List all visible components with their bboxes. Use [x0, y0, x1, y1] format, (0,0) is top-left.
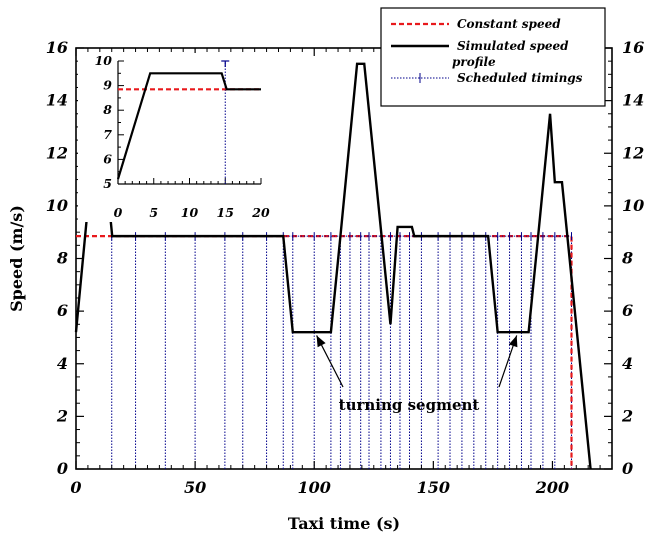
x-axis-title: Taxi time (s)	[288, 514, 400, 533]
x-tick-label: 0	[70, 478, 81, 497]
inset-background	[78, 53, 273, 222]
inset-x-tick-label: 10	[181, 205, 199, 220]
y-tick-label-right: 6	[622, 301, 633, 320]
x-tick-label: 150	[417, 478, 450, 497]
y-tick-label-right: 14	[622, 91, 644, 110]
y-tick-label-left: 4	[57, 354, 68, 373]
y-axis-title: Speed (m/s)	[7, 205, 26, 312]
simulated-speed-line	[74, 62, 592, 470]
annotation-group: turning segment	[316, 335, 518, 414]
legend-label: Simulated speed profile	[452, 39, 569, 69]
annotation-turning-segment: turning segment	[339, 396, 480, 414]
inset-x-tick-label: 15	[217, 205, 234, 220]
inset-y-tick-label: 9	[103, 78, 112, 93]
legend: Constant speed Simulated speed profile Sche…	[380, 7, 606, 107]
annotation-arrow-head	[316, 335, 326, 348]
x-tick-label: 200	[535, 478, 569, 497]
y-tick-label-left: 12	[46, 143, 68, 162]
annotation-arrow-head	[508, 335, 518, 348]
inset-x-tick-label: 0	[114, 205, 123, 220]
x-tick-label: 50	[184, 478, 206, 497]
y-tick-label-left: 8	[56, 249, 68, 268]
inset-y-tick-label: 6	[103, 151, 112, 166]
y-tick-label-left: 2	[56, 406, 68, 425]
inset-y-tick-label: 10	[95, 53, 113, 68]
x-tick-label: 100	[298, 478, 331, 497]
y-tick-label-left: 0	[57, 459, 68, 478]
inset-x-tick-label: 20	[251, 205, 270, 220]
y-tick-label-right: 4	[622, 354, 633, 373]
inset-x-tick-label: 5	[149, 205, 158, 220]
inset-simulated-speed-line	[116, 72, 261, 180]
legend-label: Scheduled timings	[457, 71, 583, 85]
y-tick-label-left: 10	[46, 196, 68, 215]
y-tick-label-right: 0	[622, 459, 633, 478]
y-tick-label-right: 8	[621, 249, 633, 268]
y-tick-label-right: 2	[621, 406, 633, 425]
constant-speed-line	[76, 235, 573, 469]
y-tick-label-left: 6	[57, 301, 68, 320]
y-tick-label-right: 16	[622, 38, 644, 57]
y-tick-label-right: 10	[622, 196, 644, 215]
y-tick-label-right: 12	[622, 143, 644, 162]
inset-y-tick-label: 5	[103, 176, 112, 191]
y-tick-label-left: 14	[46, 91, 68, 110]
legend-label: Constant speed	[457, 17, 561, 31]
inset-y-tick-label: 8	[103, 102, 112, 117]
y-tick-label-left: 16	[46, 38, 68, 57]
inset-y-tick-label: 7	[103, 127, 112, 142]
